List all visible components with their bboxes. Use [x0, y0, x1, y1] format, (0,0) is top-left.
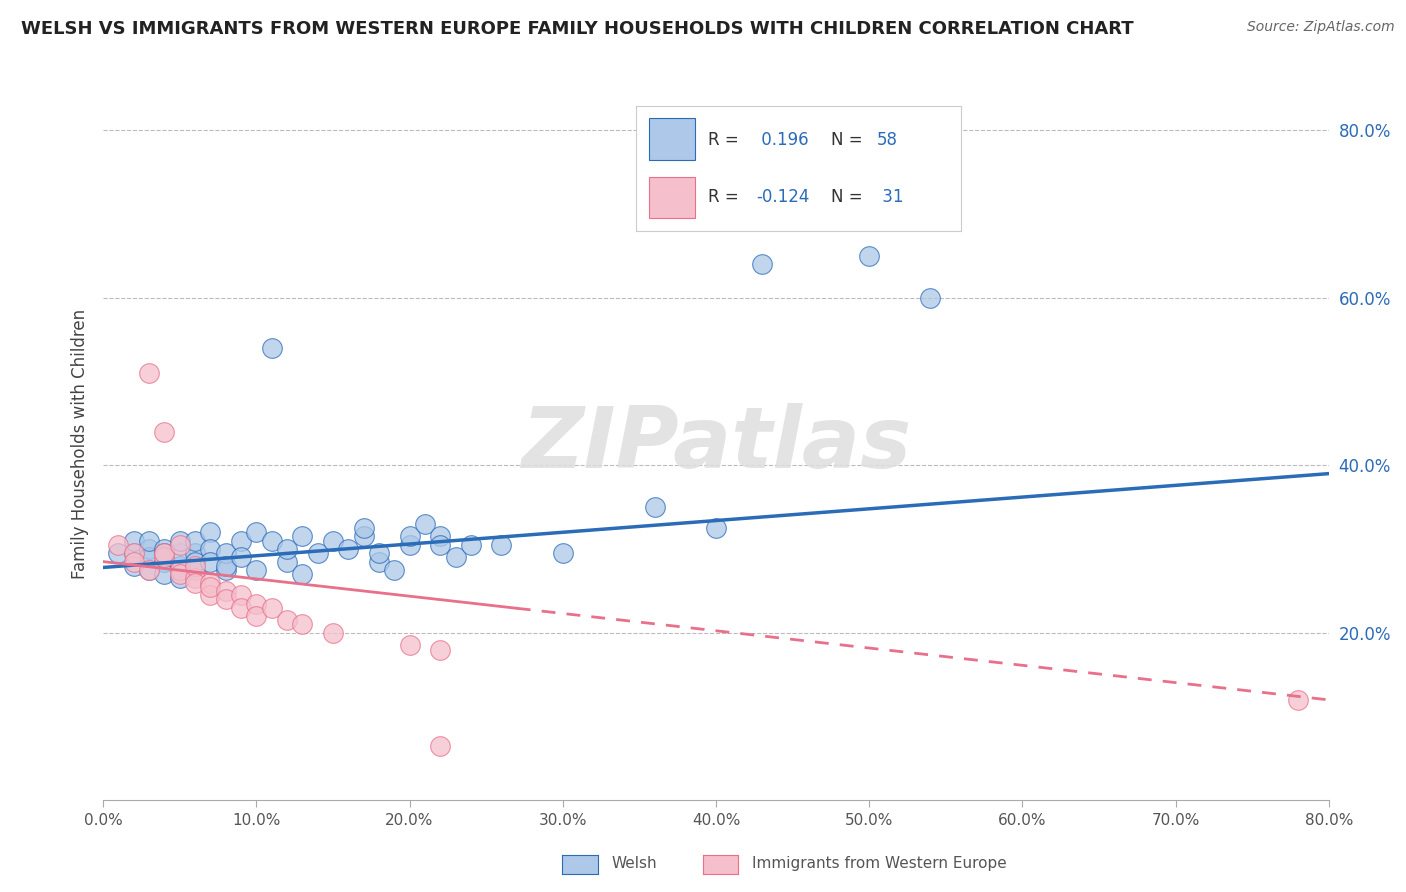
Point	[184, 563, 207, 577]
Point	[107, 546, 129, 560]
Point	[138, 563, 160, 577]
Point	[138, 366, 160, 380]
Point	[551, 546, 574, 560]
Point	[153, 550, 176, 565]
Point	[367, 555, 389, 569]
Point	[200, 575, 222, 590]
Point	[429, 739, 451, 753]
Point	[291, 617, 314, 632]
Point	[169, 567, 191, 582]
Point	[122, 533, 145, 548]
Point	[184, 533, 207, 548]
Point	[215, 558, 238, 573]
Point	[138, 542, 160, 557]
Point	[169, 571, 191, 585]
Point	[229, 588, 252, 602]
Point	[184, 546, 207, 560]
Point	[398, 538, 420, 552]
Text: ZIPatlas: ZIPatlas	[520, 403, 911, 486]
Point	[429, 529, 451, 543]
Point	[353, 529, 375, 543]
Point	[184, 575, 207, 590]
Point	[153, 425, 176, 439]
Point	[307, 546, 329, 560]
Point	[260, 533, 283, 548]
Point	[153, 546, 176, 560]
Point	[858, 249, 880, 263]
Point	[367, 546, 389, 560]
Point	[751, 257, 773, 271]
Point	[260, 341, 283, 355]
Point	[169, 546, 191, 560]
Point	[245, 525, 267, 540]
Point	[169, 558, 191, 573]
Point	[138, 550, 160, 565]
Point	[122, 558, 145, 573]
Point	[200, 588, 222, 602]
Point	[184, 555, 207, 569]
Point	[184, 558, 207, 573]
Point	[169, 563, 191, 577]
Point	[382, 563, 405, 577]
Point	[398, 529, 420, 543]
Point	[260, 600, 283, 615]
Point	[138, 563, 160, 577]
Point	[245, 609, 267, 624]
Point	[153, 542, 176, 557]
Point	[229, 550, 252, 565]
Point	[122, 546, 145, 560]
Point	[291, 567, 314, 582]
Text: Welsh: Welsh	[612, 856, 657, 871]
Point	[444, 550, 467, 565]
Point	[215, 583, 238, 598]
Point	[215, 592, 238, 607]
Point	[429, 538, 451, 552]
Point	[429, 642, 451, 657]
Point	[215, 563, 238, 577]
Point	[353, 521, 375, 535]
Point	[398, 639, 420, 653]
Point	[153, 567, 176, 582]
Point	[920, 291, 942, 305]
Point	[200, 555, 222, 569]
Point	[337, 542, 360, 557]
Text: WELSH VS IMMIGRANTS FROM WESTERN EUROPE FAMILY HOUSEHOLDS WITH CHILDREN CORRELAT: WELSH VS IMMIGRANTS FROM WESTERN EUROPE …	[21, 20, 1133, 37]
Point	[122, 546, 145, 560]
Point	[153, 546, 176, 560]
Point	[200, 525, 222, 540]
Point	[413, 516, 436, 531]
Point	[276, 555, 298, 569]
Point	[200, 580, 222, 594]
Text: Source: ZipAtlas.com: Source: ZipAtlas.com	[1247, 20, 1395, 34]
Point	[322, 533, 344, 548]
Point	[122, 555, 145, 569]
Point	[169, 538, 191, 552]
Point	[704, 521, 727, 535]
Point	[184, 571, 207, 585]
Point	[291, 529, 314, 543]
Point	[245, 563, 267, 577]
Point	[1286, 693, 1309, 707]
Point	[276, 613, 298, 627]
Point	[229, 600, 252, 615]
Point	[460, 538, 482, 552]
Point	[245, 597, 267, 611]
Point	[229, 533, 252, 548]
Point	[107, 538, 129, 552]
Point	[153, 555, 176, 569]
Point	[215, 546, 238, 560]
Point	[200, 542, 222, 557]
Point	[322, 625, 344, 640]
Point	[138, 533, 160, 548]
Point	[491, 538, 513, 552]
Point	[169, 533, 191, 548]
Y-axis label: Family Households with Children: Family Households with Children	[72, 310, 89, 579]
Point	[276, 542, 298, 557]
Point	[644, 500, 666, 515]
Text: Immigrants from Western Europe: Immigrants from Western Europe	[752, 856, 1007, 871]
